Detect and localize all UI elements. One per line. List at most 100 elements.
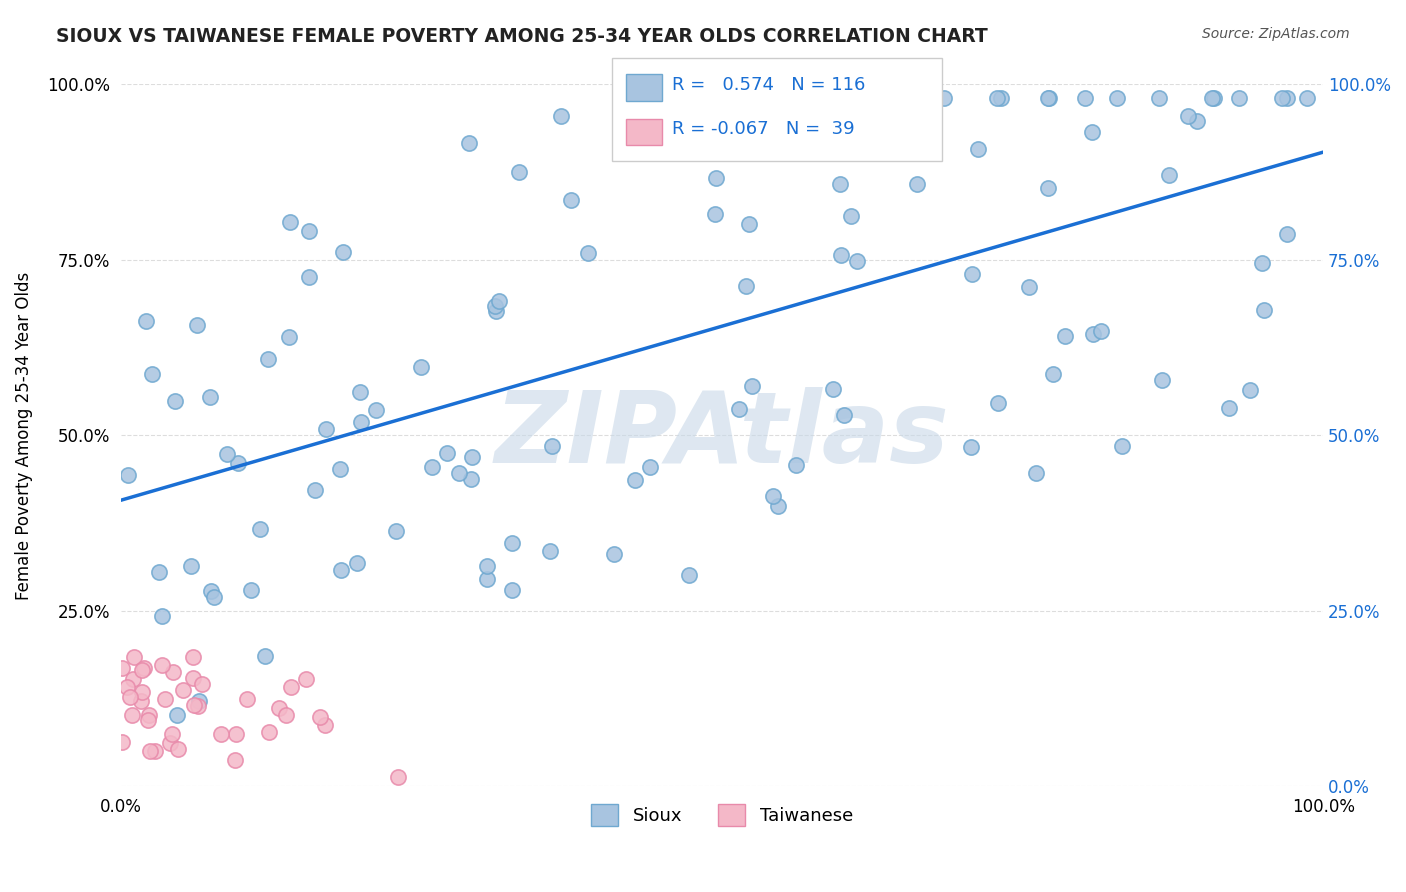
Point xyxy=(488,294,510,309)
Point xyxy=(541,439,564,453)
Point xyxy=(845,254,868,268)
Point xyxy=(172,683,194,698)
Point xyxy=(249,522,271,536)
Point xyxy=(167,741,190,756)
Point xyxy=(876,91,898,105)
Point xyxy=(907,177,929,191)
Point xyxy=(875,128,897,142)
Point xyxy=(132,660,155,674)
Point xyxy=(1227,91,1250,105)
Point xyxy=(987,396,1010,410)
Point xyxy=(986,91,1008,105)
Point xyxy=(508,165,530,179)
Point xyxy=(1253,303,1275,318)
Point xyxy=(1081,125,1104,139)
Point xyxy=(257,725,280,739)
Point xyxy=(387,770,409,784)
Point xyxy=(191,677,214,691)
Point xyxy=(1250,256,1272,270)
Point xyxy=(297,270,319,285)
Point xyxy=(228,456,250,470)
Point xyxy=(728,402,751,417)
Point xyxy=(959,440,981,454)
Point xyxy=(409,359,432,374)
Point xyxy=(785,458,807,472)
Point xyxy=(329,462,352,476)
Point xyxy=(1177,109,1199,123)
Point xyxy=(967,143,990,157)
Point xyxy=(735,278,758,293)
Point xyxy=(304,483,326,497)
Point xyxy=(276,708,298,723)
Text: Source: ZipAtlas.com: Source: ZipAtlas.com xyxy=(1202,27,1350,41)
Point xyxy=(280,680,302,694)
Point xyxy=(217,447,239,461)
Point xyxy=(501,582,523,597)
Point xyxy=(181,649,204,664)
Point xyxy=(256,352,278,367)
Point xyxy=(658,91,681,105)
Point xyxy=(111,734,134,748)
Point xyxy=(131,684,153,698)
Point xyxy=(477,558,499,573)
Point xyxy=(485,303,508,318)
Point xyxy=(186,318,208,332)
Point xyxy=(239,582,262,597)
Point xyxy=(200,583,222,598)
Point xyxy=(872,103,894,118)
Point xyxy=(1107,91,1129,105)
Point xyxy=(129,694,152,708)
Point xyxy=(501,536,523,550)
Y-axis label: Female Poverty Among 25-34 Year Olds: Female Poverty Among 25-34 Year Olds xyxy=(15,271,32,599)
Point xyxy=(1038,91,1060,105)
Point xyxy=(1204,91,1226,105)
Point xyxy=(315,422,337,436)
Point xyxy=(1081,327,1104,342)
Point xyxy=(131,663,153,677)
Point xyxy=(180,558,202,573)
Point xyxy=(346,556,368,570)
Point xyxy=(198,390,221,404)
Point xyxy=(1201,91,1223,105)
Point xyxy=(859,91,882,105)
Point xyxy=(624,473,647,487)
Point xyxy=(183,698,205,713)
Point xyxy=(295,672,318,686)
Text: SIOUX VS TAIWANESE FEMALE POVERTY AMONG 25-34 YEAR OLDS CORRELATION CHART: SIOUX VS TAIWANESE FEMALE POVERTY AMONG … xyxy=(56,27,988,45)
Point xyxy=(309,709,332,723)
Point xyxy=(166,708,188,723)
Point xyxy=(960,267,983,281)
Point xyxy=(366,403,388,417)
Legend: Sioux, Taiwanese: Sioux, Taiwanese xyxy=(583,797,860,834)
Point xyxy=(460,471,482,485)
Point xyxy=(603,547,626,561)
Point xyxy=(1018,280,1040,294)
Point xyxy=(638,459,661,474)
Point xyxy=(139,744,162,758)
Point xyxy=(1036,181,1059,195)
Point xyxy=(550,109,572,123)
Point xyxy=(330,563,353,577)
Point xyxy=(538,544,561,558)
Point xyxy=(678,568,700,582)
Point xyxy=(121,707,143,722)
Point xyxy=(1275,227,1298,241)
Point xyxy=(269,701,291,715)
Point xyxy=(1152,373,1174,387)
Point xyxy=(148,565,170,579)
Point xyxy=(1296,91,1319,105)
Point xyxy=(202,591,225,605)
Point xyxy=(841,209,863,223)
Point xyxy=(1090,324,1112,338)
Point xyxy=(122,649,145,664)
Point xyxy=(461,450,484,465)
Point xyxy=(162,665,184,679)
Point xyxy=(1111,439,1133,453)
Point xyxy=(385,524,408,539)
Point xyxy=(475,572,498,586)
Point xyxy=(225,727,247,741)
Point xyxy=(153,692,176,706)
Point xyxy=(560,193,582,207)
Point xyxy=(350,415,373,429)
Point xyxy=(932,91,955,105)
